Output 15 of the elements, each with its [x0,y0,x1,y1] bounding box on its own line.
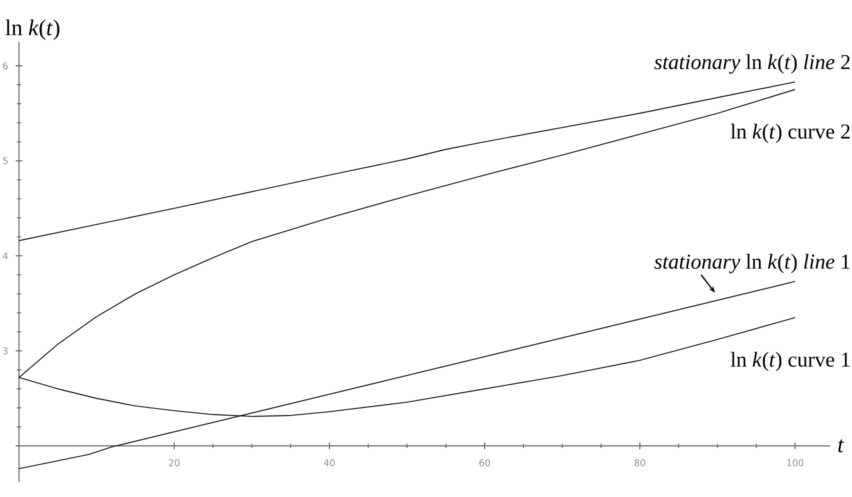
series-label: ln k(t) curve 1 [730,352,850,372]
y-axis-title: ln k(t) [5,19,60,40]
x-tick-label: 100 [787,459,804,466]
x-tick-label: 80 [634,459,646,466]
x-axis-title: t [838,439,844,452]
x-tick-label: 20 [168,459,180,466]
x-tick-label: 40 [324,459,335,466]
series-label: stationary ln k(t) line 1 [654,254,850,274]
y-tick-label: 3 [3,347,8,354]
y-tick-label: 6 [3,62,8,70]
y-tick-label: 4 [2,252,8,260]
y-tick-label: 5 [3,157,8,164]
x-tick-label: 60 [479,459,490,466]
series-label: ln k(t) curve 2 [730,124,850,144]
series-label: stationary ln k(t) line 2 [654,54,850,74]
